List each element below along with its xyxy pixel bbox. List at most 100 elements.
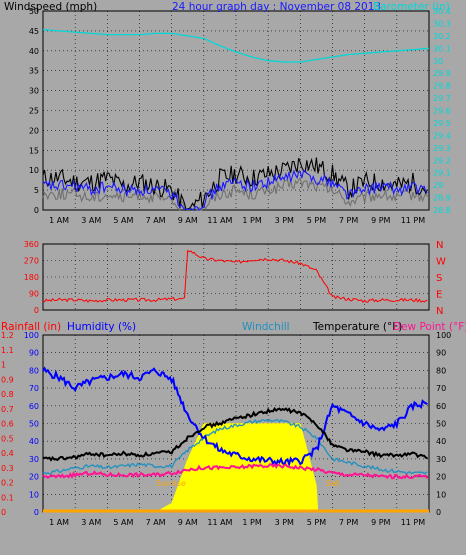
rain-tick-label: 0.7 <box>1 405 14 414</box>
windchill-line <box>42 418 428 475</box>
wind-tick-label: 45 <box>29 27 39 36</box>
wind-avg-line <box>42 169 428 211</box>
time-label: 5 PM <box>307 518 326 527</box>
wind-tick-label: 40 <box>29 47 39 56</box>
time-label: 7 AM <box>146 216 166 225</box>
barometer-tick-label: 29.9 <box>433 69 451 78</box>
time-label: 1 AM <box>49 216 69 225</box>
windspeed-axis-label: Windspeed (mph) <box>4 1 97 13</box>
wind-tick-label: 5 <box>34 186 39 195</box>
rain-tick-label: 1.2 <box>1 331 14 340</box>
time-label: 1 PM <box>242 518 261 527</box>
humidity-axis-label: Humidity (%) <box>67 321 136 333</box>
barometer-tick-label: 29 <box>433 181 443 190</box>
humidity-tick-label: 70 <box>29 384 39 393</box>
humidity-tick-label: 20 <box>29 473 39 482</box>
temperature-tick-label: 60 <box>436 402 446 411</box>
direction-tick-label: 270 <box>24 257 39 266</box>
rain-tick-label: 0.5 <box>1 434 14 443</box>
barometer-tick-label: 29.5 <box>433 119 451 128</box>
direction-plot <box>42 244 429 310</box>
temperature-tick-label: 70 <box>436 384 446 393</box>
compass-label: E <box>436 290 442 301</box>
temperature-tick-label: 20 <box>436 473 446 482</box>
time-label: 3 AM <box>81 216 101 225</box>
rain-tick-label: 0 <box>1 508 6 517</box>
humidity-tick-label: 80 <box>29 366 39 375</box>
barometer-tick-label: 29.8 <box>433 82 451 91</box>
wind-min-line <box>42 176 428 212</box>
wind-tick-label: 0 <box>34 206 39 215</box>
barometer-line <box>42 29 430 63</box>
humidity-tick-label: 30 <box>29 455 39 464</box>
time-label: 7 PM <box>339 518 358 527</box>
wind-tick-label: 20 <box>29 126 39 135</box>
time-label: 9 AM <box>178 216 198 225</box>
rain-tick-label: 0.4 <box>1 449 14 458</box>
direction-tick-label: 180 <box>24 273 39 282</box>
humidity-tick-label: 10 <box>29 490 39 499</box>
wind-direction-line <box>42 249 428 303</box>
barometer-tick-label: 28.9 <box>433 194 451 203</box>
humidity-tick-label: 100 <box>24 331 39 340</box>
barometer-tick-label: 30.1 <box>433 44 451 53</box>
compass-label: N <box>436 240 443 251</box>
rain-tick-label: 0.1 <box>1 493 14 502</box>
dewpoint-axis-label: Dew Point (°F) <box>393 321 466 333</box>
barometer-tick-label: 30 <box>433 57 443 66</box>
barometer-tick-label: 28.8 <box>433 206 451 215</box>
time-label: 9 AM <box>178 518 198 527</box>
temperature-tick-label: 0 <box>436 508 441 517</box>
temperature-line <box>42 407 428 462</box>
time-label: 11 AM <box>207 518 232 527</box>
direction-tick-label: 360 <box>24 240 39 249</box>
time-label: 11 AM <box>207 216 232 225</box>
direction-tick-label: 0 <box>34 306 39 315</box>
rainfall-axis-label: Rainfall (in) <box>1 321 61 333</box>
temperature-axis-label: Temperature (°F) <box>312 321 402 333</box>
time-label: 7 AM <box>146 518 166 527</box>
temperature-plot <box>42 335 429 513</box>
rain-tick-label: 0.3 <box>1 464 14 473</box>
barometer-tick-label: 29.1 <box>433 169 451 178</box>
wind-tick-label: 10 <box>29 166 39 175</box>
time-label: 3 AM <box>81 518 101 527</box>
rain-tick-label: 1 <box>1 361 6 370</box>
time-label: 7 PM <box>339 216 358 225</box>
barometer-tick-label: 30.2 <box>433 32 451 41</box>
time-label: 5 AM <box>113 216 133 225</box>
barometer-tick-label: 30.4 <box>433 7 451 16</box>
time-label: 9 PM <box>371 518 390 527</box>
time-label: 3 PM <box>275 216 294 225</box>
sunrise-label: Sunrise <box>156 479 186 488</box>
wind-plot <box>42 29 430 212</box>
rain-tick-label: 1.1 <box>1 346 14 355</box>
dewpoint-line <box>42 462 429 480</box>
wind-tick-label: 25 <box>29 107 39 116</box>
humidity-tick-label: 50 <box>29 420 39 429</box>
compass-label: N <box>436 306 443 317</box>
rain-tick-label: 0.9 <box>1 375 14 384</box>
humidity-line <box>42 366 428 468</box>
wind-gust-line <box>42 157 428 212</box>
humidity-tick-label: 90 <box>29 349 39 358</box>
barometer-tick-label: 29.2 <box>433 156 451 165</box>
time-label: 9 PM <box>371 216 390 225</box>
temperature-tick-label: 100 <box>436 331 451 340</box>
axis-labels: 0510152025303540455028.828.92929.129.229… <box>1 7 451 527</box>
time-label: 5 AM <box>113 518 133 527</box>
wind-grid <box>43 11 429 210</box>
wind-tick-label: 15 <box>29 146 39 155</box>
direction-tick-label: 90 <box>29 290 39 299</box>
barometer-tick-label: 30.3 <box>433 19 451 28</box>
windchill-label: Windchill <box>242 321 290 333</box>
compass-label: S <box>436 273 442 284</box>
time-label: 11 PM <box>401 216 426 225</box>
sunset-label: Set <box>326 479 339 488</box>
temperature-tick-label: 90 <box>436 349 446 358</box>
temperature-tick-label: 50 <box>436 420 446 429</box>
graph-title: 24 hour graph day : November 08 2013 <box>172 1 381 13</box>
humidity-tick-label: 60 <box>29 402 39 411</box>
